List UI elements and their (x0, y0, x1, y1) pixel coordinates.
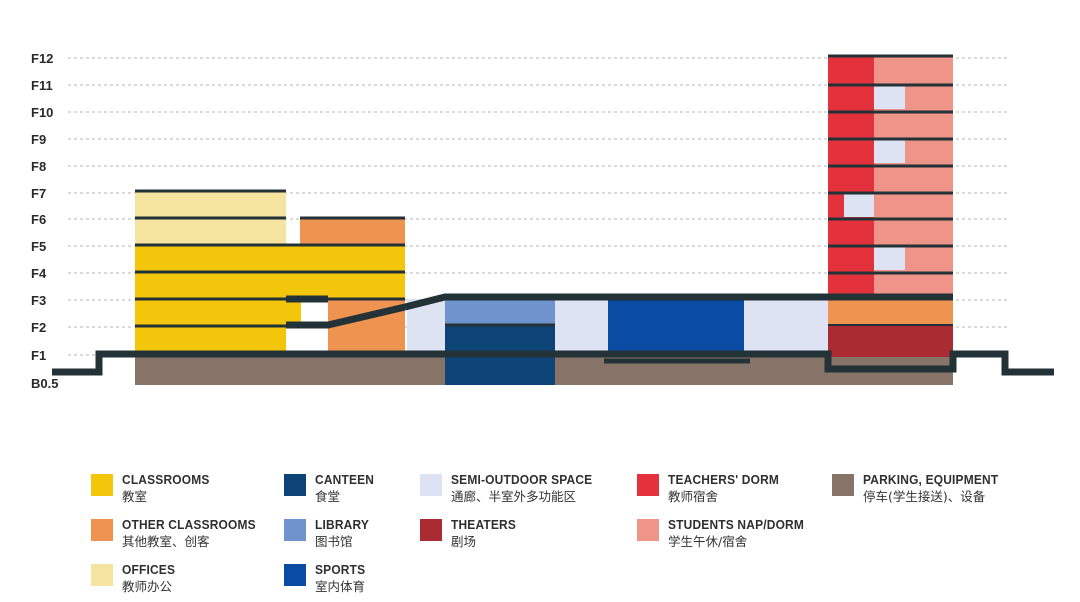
semi-outdoor-block-3 (744, 299, 828, 355)
semi-outdoor-tower-f6 (844, 193, 874, 217)
ground-line (52, 350, 1054, 376)
floor-label-f6: F6 (31, 212, 46, 227)
semi-outdoor-tower-f4 (874, 246, 905, 270)
floor-labels: F12 F11 F10 F9 F8 F7 F6 F5 F4 F3 F2 F1 B0.5 (31, 51, 58, 391)
floor-label-f4: F4 (31, 266, 47, 281)
ramp-slab (286, 303, 406, 329)
floor-label-f2: F2 (31, 320, 46, 335)
floor-label-f12: F12 (31, 51, 53, 66)
other-classrooms-block-upper (300, 218, 405, 245)
floor-label-f3: F3 (31, 293, 46, 308)
other-classrooms-tower-block (828, 299, 953, 325)
floor-label-f5: F5 (31, 239, 46, 254)
semi-outdoor-tower-f10 (874, 85, 905, 109)
floor-label-f10: F10 (31, 105, 53, 120)
semi-outdoor-tower-f8 (874, 139, 905, 163)
floor-label-f8: F8 (31, 159, 46, 174)
library-block (445, 299, 555, 325)
sports-block (608, 299, 744, 359)
parking-block-left (135, 357, 445, 385)
floor-label-b0-5: B0.5 (31, 376, 58, 391)
semi-outdoor-block-2 (555, 299, 608, 355)
floor-label-f11: F11 (31, 78, 53, 93)
classrooms-block-sliver (286, 299, 301, 327)
structure-lines (52, 54, 1054, 376)
floor-label-f9: F9 (31, 132, 46, 147)
floor-label-f7: F7 (31, 186, 46, 201)
teachers-dorm-block (828, 56, 874, 299)
roof-slab (404, 293, 953, 311)
floor-label-f1: F1 (31, 348, 46, 363)
